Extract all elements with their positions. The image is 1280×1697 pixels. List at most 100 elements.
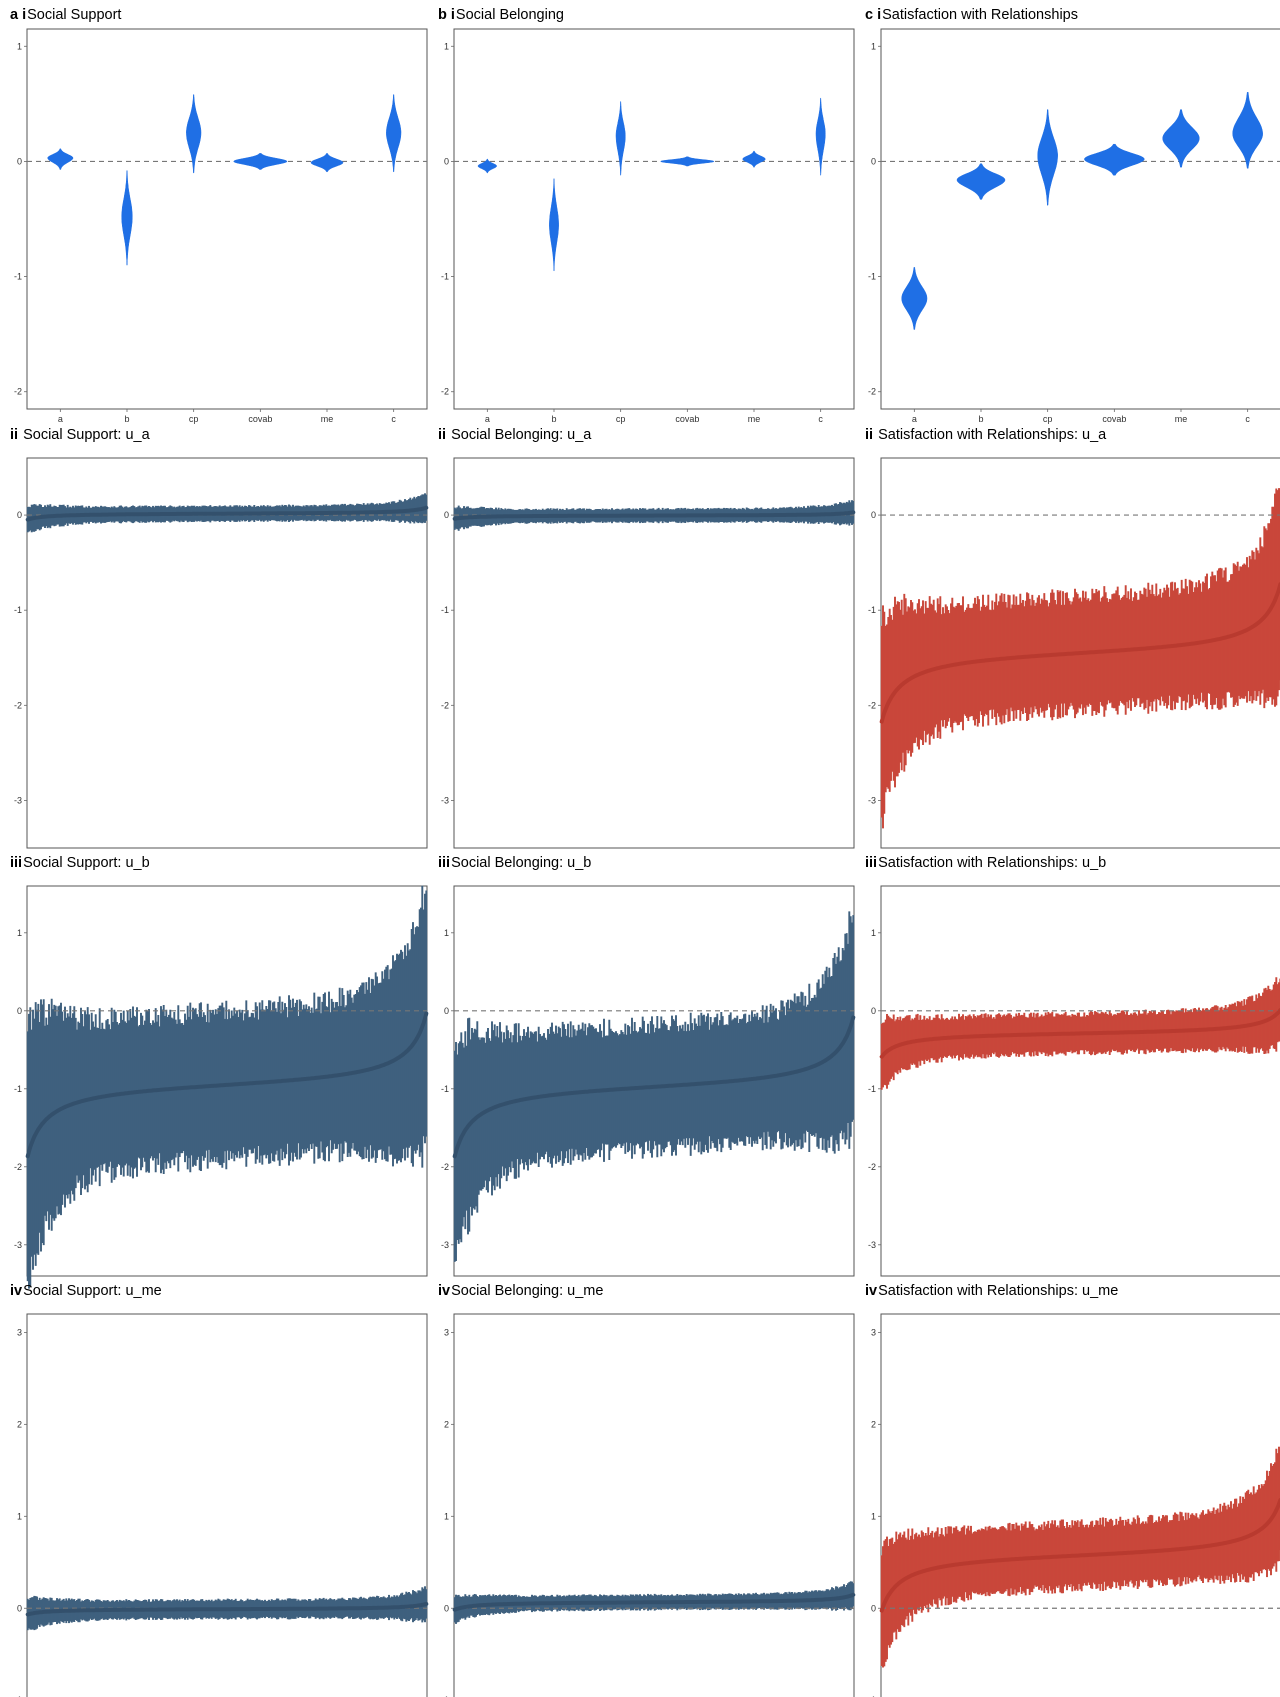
y-tick-label: 1 <box>444 1511 449 1521</box>
panel-tag: b i <box>438 7 455 23</box>
y-tick-label: -2 <box>868 700 876 710</box>
panel-tag: ii <box>10 427 19 443</box>
violin-cp <box>1037 109 1058 206</box>
panel-iv-social-support: ivSocial Support: u_me -1 0 1 2 3 <box>0 1282 429 1697</box>
y-tick-label: 3 <box>871 1327 876 1337</box>
caterpillar-chart: -3 -2 -1 0 <box>441 457 856 849</box>
y-tick-label: -1 <box>868 272 876 282</box>
y-tick-label: 0 <box>17 510 22 520</box>
y-tick-label: -1 <box>14 1695 22 1697</box>
panel-title: Social Support: u_b <box>23 855 150 871</box>
y-tick-label: 0 <box>17 1603 22 1613</box>
caterpillar-chart: -3 -2 -1 0 1 <box>868 885 1280 1277</box>
plot-frame <box>880 1313 1280 1697</box>
plot-frame <box>880 885 1280 1277</box>
violin-cp <box>186 94 202 174</box>
median-line <box>25 505 429 522</box>
violin-covab <box>233 153 288 170</box>
panel-header: iiiSocial Support: u_b <box>10 854 150 872</box>
y-tick-label: -2 <box>14 700 22 710</box>
y-tick-label: 3 <box>444 1327 449 1337</box>
violin-cp <box>615 101 626 176</box>
y-tick-label: 0 <box>871 1006 876 1016</box>
violin-b <box>121 170 133 266</box>
caterpillar-chart: -3 -2 -1 0 1 <box>441 885 856 1277</box>
y-tick-label: 0 <box>17 156 22 166</box>
panel-header: ii Social Belonging: u_a <box>438 426 591 444</box>
panel-title: Satisfaction with Relationships: u_b <box>878 855 1107 871</box>
x-tick-label: covab <box>1102 414 1126 424</box>
panel-tag: c i <box>865 7 882 23</box>
y-tick-label: -3 <box>868 1240 876 1250</box>
violin-chart: -2 -1 0 1 a b cp covab me c <box>14 28 428 424</box>
panel-title: Satisfaction with Relationships <box>882 7 1078 23</box>
plot-frame <box>453 1313 855 1697</box>
panel-header: ivSocial Belonging: u_me <box>438 1282 603 1300</box>
panel-iii-satisfaction: iiiSatisfaction with Relationships: u_b … <box>854 854 1280 1277</box>
panel-ii-social-belonging: ii Social Belonging: u_a -3 -2 -1 0 <box>427 426 856 849</box>
y-tick-label: 0 <box>444 156 449 166</box>
panel-header: ivSocial Support: u_me <box>10 1282 162 1300</box>
y-tick-label: -1 <box>868 1695 876 1697</box>
y-tick-label: -2 <box>14 387 22 397</box>
plot-frame <box>26 28 428 410</box>
y-tick-label: 0 <box>444 510 449 520</box>
caterpillar-chart: -1 0 1 2 3 <box>14 1313 429 1697</box>
median-line <box>879 1498 1280 1613</box>
y-tick-label: -1 <box>441 605 449 615</box>
y-tick-label: 1 <box>17 1511 22 1521</box>
x-tick-label: b <box>978 414 983 424</box>
y-tick-label: 1 <box>444 928 449 938</box>
caterpillar-chart: -3 -2 -1 0 <box>14 457 429 849</box>
violin-a <box>477 158 497 174</box>
violin-me <box>310 153 344 173</box>
x-tick-label: me <box>321 414 334 424</box>
panel-ii-social-support: ii Social Support: u_a -3 -2 -1 0 <box>0 426 429 849</box>
plot-frame <box>453 28 855 410</box>
panel-b-social-belonging: b iSocial Belonging -2 -1 0 1 a b cp covab me c <box>427 0 855 424</box>
x-tick-label: c <box>818 414 823 424</box>
plot-frame <box>26 457 428 849</box>
violin-b <box>549 178 559 272</box>
y-tick-label: 1 <box>17 928 22 938</box>
panel-title: Social Support: u_me <box>23 1283 162 1299</box>
panel-tag: iv <box>438 1283 451 1299</box>
median-line <box>452 1015 856 1159</box>
y-tick-label: -1 <box>14 605 22 615</box>
x-tick-label: me <box>1175 414 1188 424</box>
panel-iv-satisfaction: ivSatisfaction with Relationships: u_me … <box>854 1282 1280 1697</box>
panel-header: ivSatisfaction with Relationships: u_me <box>865 1282 1118 1300</box>
panel-iv-social-belonging: ivSocial Belonging: u_me -1 0 1 2 3 <box>427 1282 856 1697</box>
panel-tag: iii <box>865 855 878 871</box>
y-tick-label: 0 <box>871 1603 876 1613</box>
x-tick-label: cp <box>616 414 626 424</box>
panel-header: iiiSatisfaction with Relationships: u_b <box>865 854 1106 872</box>
x-tick-label: cp <box>1043 414 1053 424</box>
panel-title: Social Support <box>27 7 122 23</box>
violin-c <box>815 97 826 176</box>
x-tick-label: covab <box>248 414 272 424</box>
panel-header: ii Social Support: u_a <box>10 426 150 444</box>
y-tick-label: -1 <box>441 272 449 282</box>
x-tick-label: c <box>1245 414 1250 424</box>
y-tick-label: -3 <box>441 795 449 805</box>
y-tick-label: -2 <box>868 1162 876 1172</box>
y-tick-label: -1 <box>868 605 876 615</box>
violin-a <box>47 148 74 170</box>
panel-title: Satisfaction with Relationships: u_a <box>878 427 1107 443</box>
median-line <box>879 1008 1280 1059</box>
panel-tag: iv <box>865 1283 878 1299</box>
violin-a <box>901 267 928 330</box>
median-line <box>25 1011 429 1159</box>
median-line <box>879 582 1280 724</box>
violin-covab <box>660 156 715 167</box>
panel-title: Social Belonging: u_b <box>451 855 592 871</box>
x-tick-label: b <box>124 414 129 424</box>
caterpillar-chart: -3 -2 -1 0 <box>868 457 1280 849</box>
violin-me <box>742 150 766 168</box>
y-tick-label: 1 <box>871 41 876 51</box>
panel-c-satisfaction: c iSatisfaction with Relationships -2 -1 0… <box>854 0 1280 424</box>
panel-iii-social-support: iiiSocial Support: u_b -3 -2 -1 0 1 <box>0 854 429 1289</box>
panel-title: Satisfaction with Relationships: u_me <box>878 1283 1119 1299</box>
panel-iii-social-belonging: iiiSocial Belonging: u_b -3 -2 -1 0 1 <box>427 855 856 1277</box>
